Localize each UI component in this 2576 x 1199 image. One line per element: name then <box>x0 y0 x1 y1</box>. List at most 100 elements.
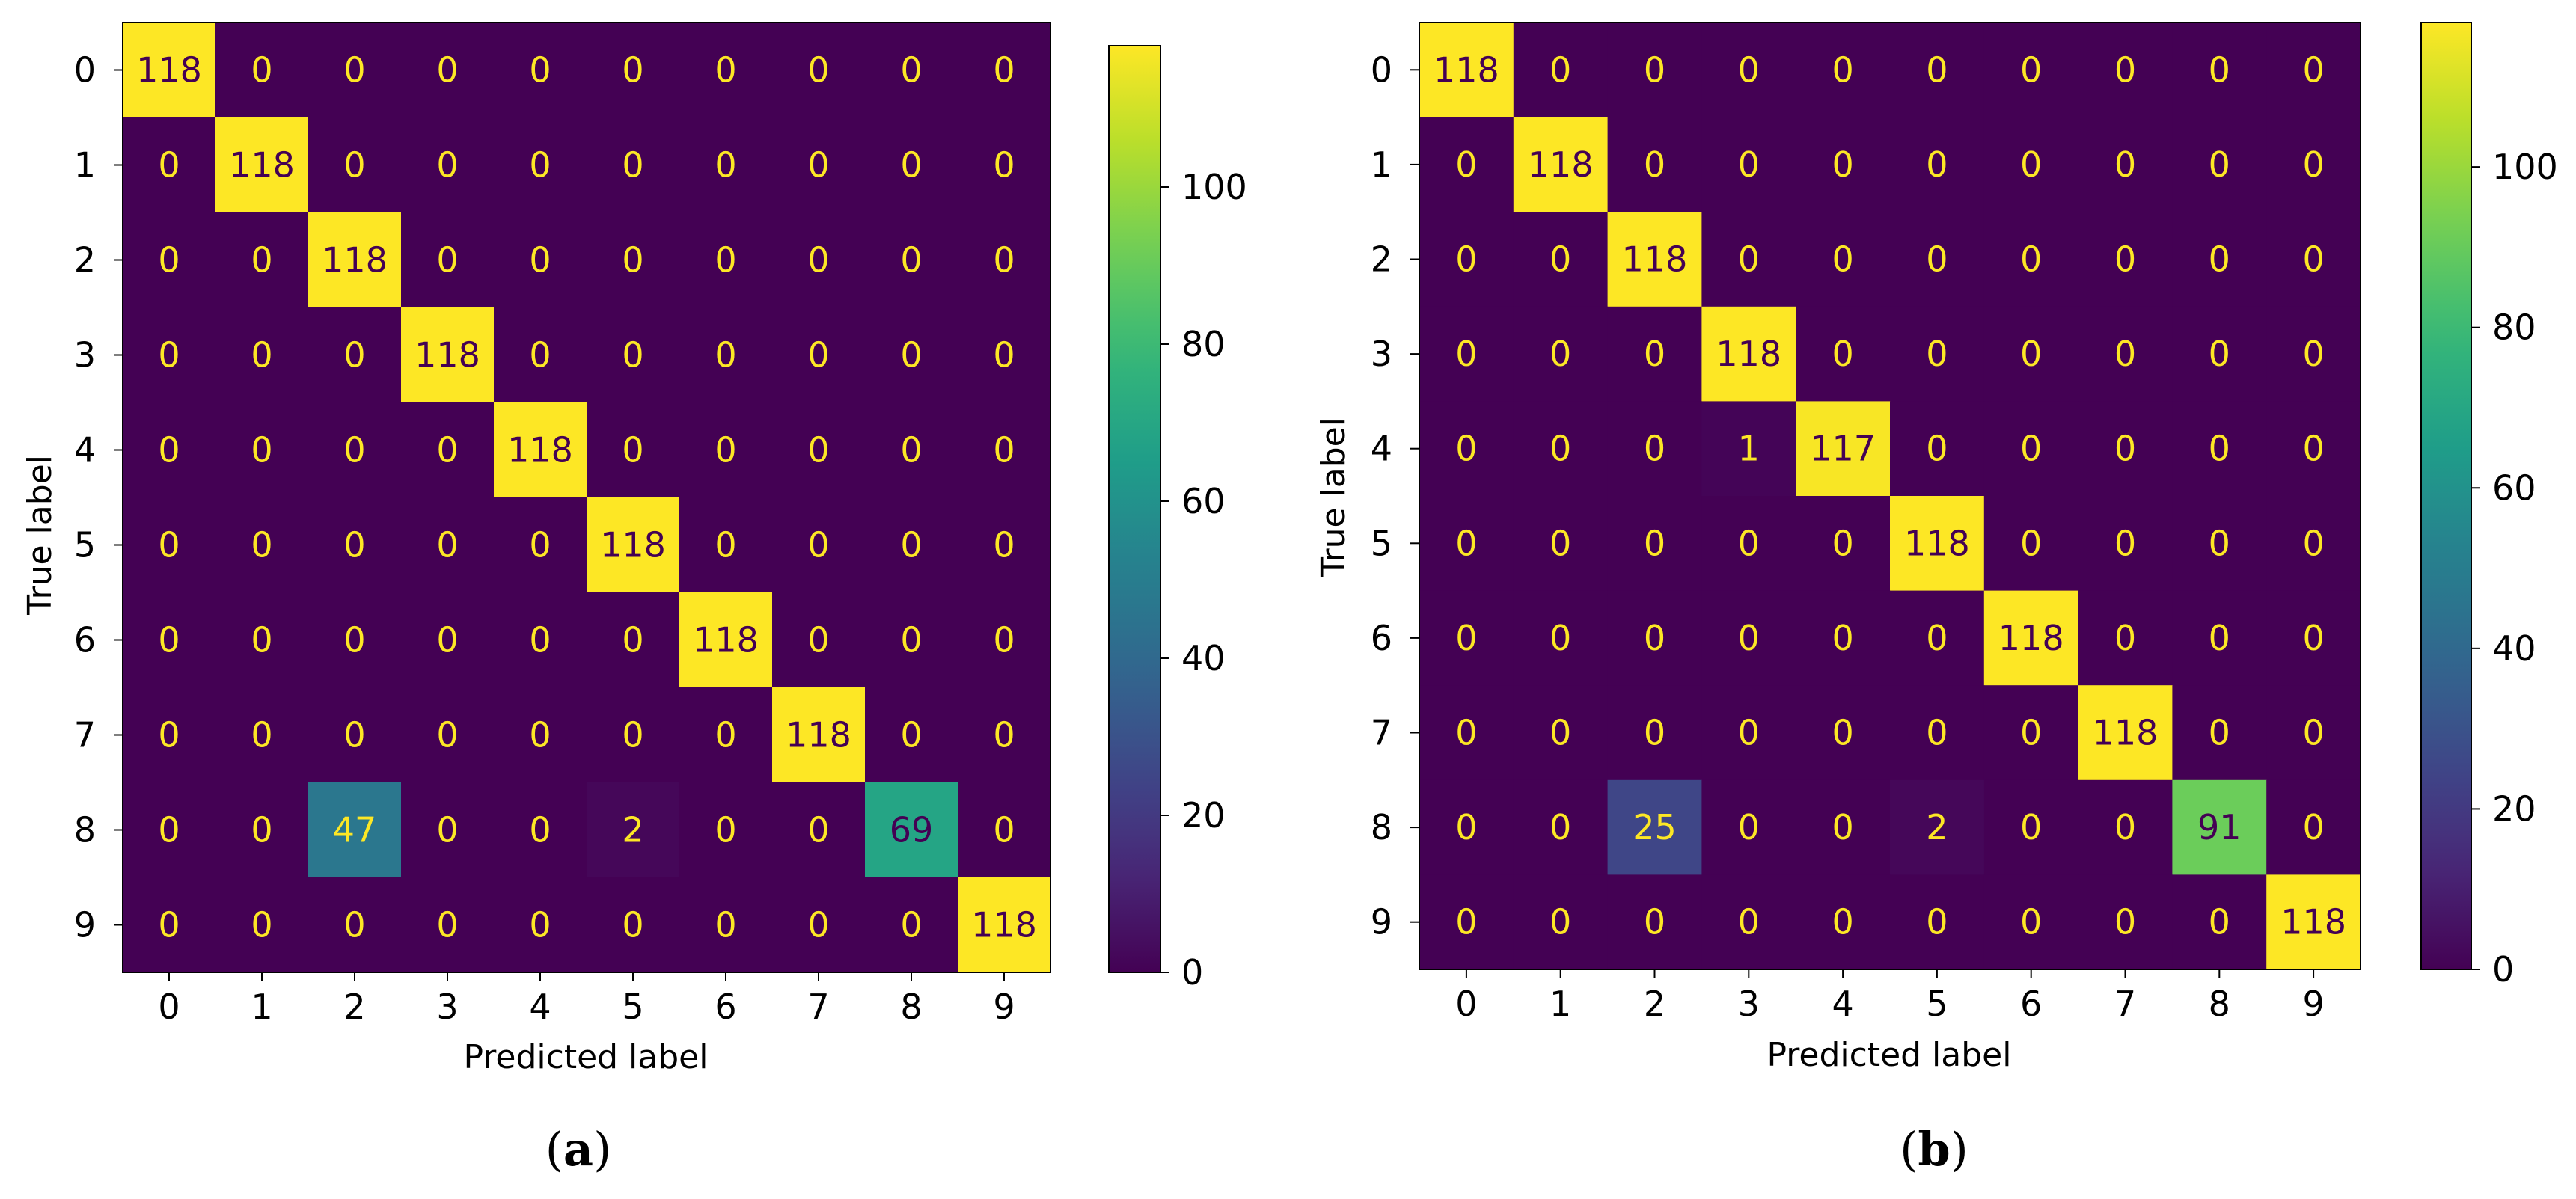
heatmap-cell <box>1419 212 1514 307</box>
cell-value-label: 0 <box>2209 49 2230 90</box>
cell-value-label: 0 <box>993 715 1015 755</box>
cell-value-label: 0 <box>436 715 458 755</box>
heatmap-cell <box>2078 779 2173 875</box>
x-tick-label: 5 <box>1926 984 1948 1024</box>
heatmap-cell <box>1796 685 1891 781</box>
heatmap-cell <box>1419 779 1514 875</box>
cell-value-label: 0 <box>807 430 829 470</box>
x-tick-label: 1 <box>1549 984 1571 1024</box>
heatmap-cell <box>401 402 495 498</box>
heatmap-cell <box>1796 212 1891 307</box>
cell-value-label: 0 <box>2302 239 2324 280</box>
cell-value-label: 0 <box>2114 807 2136 847</box>
heatmap-cell <box>2172 874 2267 970</box>
y-tick-label: 2 <box>74 240 96 280</box>
heatmap-cell <box>401 307 495 403</box>
heatmap-cell <box>401 22 495 118</box>
heatmap-cell <box>1607 22 1702 118</box>
cell-value-label: 0 <box>1549 618 1571 658</box>
cell-value-label: 0 <box>715 810 736 850</box>
heatmap-cell <box>865 117 958 213</box>
heatmap-cell <box>1890 22 1985 118</box>
cell-value-label: 0 <box>251 810 272 850</box>
panel-a: 118 0 0 0 0 0 0 0 0 00 118 0 0 0 0 0 0 0 00 0 118 0 0 0 0 0 0 00 0 0 1… <box>21 22 1247 1177</box>
heatmap-cell <box>772 497 866 593</box>
cell-value-label: 118 <box>971 905 1037 945</box>
cell-value-label: 118 <box>2093 713 2159 753</box>
cell-value-label: 0 <box>158 620 180 660</box>
heatmap-cell <box>1419 590 1514 686</box>
colorbar-b: 0 20 40 60 80 100 <box>2420 22 2558 990</box>
x-tick-label: 1 <box>251 987 272 1027</box>
heatmap-cell <box>958 497 1051 593</box>
heatmap-cell <box>1701 685 1796 781</box>
heatmap-cell <box>2172 306 2267 402</box>
x-tick-label: 3 <box>1738 984 1760 1024</box>
colorbar-tick-label: 40 <box>2492 628 2536 669</box>
cell-value-label: 0 <box>158 810 180 850</box>
x-axis-label-b: Predicted label <box>1767 1036 2012 1074</box>
heatmap-cell <box>308 687 402 783</box>
heatmap-cell <box>587 307 680 403</box>
heatmap-cell <box>1701 874 1796 970</box>
cell-value-label: 0 <box>2302 523 2324 563</box>
cell-value-label: 0 <box>900 525 922 565</box>
heatmap-cell <box>2172 685 2267 781</box>
heatmap-cell <box>123 212 216 308</box>
heatmap-cell <box>1983 117 2079 212</box>
cell-value-label: 0 <box>715 50 736 91</box>
heatmap-cell <box>308 877 402 973</box>
heatmap-cell <box>2172 212 2267 307</box>
cell-value-label: 0 <box>900 715 922 755</box>
cell-value-label: 0 <box>993 145 1015 185</box>
cell-value-label: 0 <box>1455 144 1477 185</box>
heatmap-cell <box>1607 779 1702 875</box>
heatmap-cell <box>2078 117 2173 212</box>
heatmap-cell <box>1796 590 1891 686</box>
colorbar-tick-label: 80 <box>1181 324 1226 364</box>
heatmap-cell <box>1701 117 1796 212</box>
heatmap-cell <box>1419 685 1514 781</box>
heatmap-cell <box>2172 779 2267 875</box>
cell-value-label: 0 <box>1549 334 1571 374</box>
colorbar-tick-label: 40 <box>1181 638 1226 678</box>
cell-value-label: 0 <box>1738 713 1760 753</box>
cell-value-label: 0 <box>436 525 458 565</box>
cell-value-label: 0 <box>158 905 180 945</box>
cell-value-label: 91 <box>2197 807 2242 847</box>
cell-value-label: 0 <box>2020 334 2042 374</box>
heatmap-cell <box>215 402 309 498</box>
cell-value-label: 0 <box>1832 713 1853 753</box>
cell-value-label: 0 <box>1549 807 1571 847</box>
cell-value-label: 118 <box>786 715 851 755</box>
heatmap-cell <box>1513 306 1609 402</box>
cell-value-label: 0 <box>2209 239 2230 280</box>
heatmap-cell <box>2266 306 2361 402</box>
heatmap-cell <box>2172 117 2267 212</box>
colorbar-tick-label: 0 <box>2492 949 2514 990</box>
cell-value-label: 118 <box>229 145 295 185</box>
heatmap-cell <box>1607 590 1702 686</box>
heatmap-cell <box>494 497 587 593</box>
cell-value-label: 118 <box>1716 334 1781 374</box>
heatmap-cell <box>772 402 866 498</box>
cell-value-label: 0 <box>436 50 458 91</box>
x-tick-label: 7 <box>807 987 829 1027</box>
cell-value-label: 0 <box>2302 618 2324 658</box>
x-tick-labels-a: 0 1 2 3 4 5 6 7 8 9 <box>158 972 1015 1027</box>
cell-value-label: 0 <box>343 335 365 375</box>
y-tick-label: 4 <box>74 430 96 470</box>
heatmap-cell <box>865 687 958 783</box>
cell-value-label: 118 <box>2280 902 2346 942</box>
heatmap-cell <box>679 307 773 403</box>
heatmap-cell <box>308 592 402 688</box>
cell-value-label: 0 <box>2114 144 2136 185</box>
cell-value-label: 0 <box>1644 713 1665 753</box>
heatmap-cell <box>308 307 402 403</box>
cell-value-label: 0 <box>807 50 829 91</box>
heatmap-cell <box>865 307 958 403</box>
cell-value-label: 0 <box>1455 713 1477 753</box>
x-tick-label: 4 <box>529 987 551 1027</box>
heatmap-cell <box>1607 401 1702 497</box>
cell-value-label: 0 <box>993 810 1015 850</box>
